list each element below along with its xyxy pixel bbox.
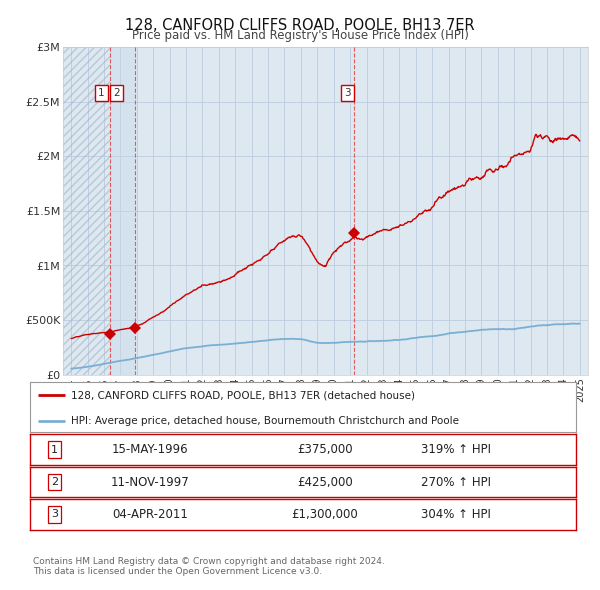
Text: 15-MAY-1996: 15-MAY-1996: [112, 443, 188, 456]
Text: 11-NOV-1997: 11-NOV-1997: [111, 476, 190, 489]
Bar: [63, 47, 110, 375]
Text: 319% ↑ HPI: 319% ↑ HPI: [421, 443, 491, 456]
Text: This data is licensed under the Open Government Licence v3.0.: This data is licensed under the Open Gov…: [33, 567, 322, 576]
Text: 1: 1: [98, 88, 105, 98]
Text: 3: 3: [51, 510, 58, 519]
Bar: [63, 47, 110, 375]
Text: Contains HM Land Registry data © Crown copyright and database right 2024.: Contains HM Land Registry data © Crown c…: [33, 558, 385, 566]
Text: 04-APR-2011: 04-APR-2011: [112, 508, 188, 521]
Text: 1: 1: [51, 445, 58, 454]
Text: £1,300,000: £1,300,000: [292, 508, 358, 521]
Bar: [110, 47, 134, 375]
Text: 2: 2: [113, 88, 119, 98]
Text: 128, CANFORD CLIFFS ROAD, POOLE, BH13 7ER (detached house): 128, CANFORD CLIFFS ROAD, POOLE, BH13 7E…: [71, 390, 415, 400]
Text: 304% ↑ HPI: 304% ↑ HPI: [421, 508, 491, 521]
Text: 2: 2: [51, 477, 58, 487]
Text: 128, CANFORD CLIFFS ROAD, POOLE, BH13 7ER: 128, CANFORD CLIFFS ROAD, POOLE, BH13 7E…: [125, 18, 475, 32]
Text: £425,000: £425,000: [297, 476, 353, 489]
Text: 270% ↑ HPI: 270% ↑ HPI: [421, 476, 491, 489]
Text: HPI: Average price, detached house, Bournemouth Christchurch and Poole: HPI: Average price, detached house, Bour…: [71, 416, 459, 426]
Text: £375,000: £375,000: [297, 443, 353, 456]
Text: 3: 3: [344, 88, 351, 98]
Text: Price paid vs. HM Land Registry's House Price Index (HPI): Price paid vs. HM Land Registry's House …: [131, 30, 469, 42]
